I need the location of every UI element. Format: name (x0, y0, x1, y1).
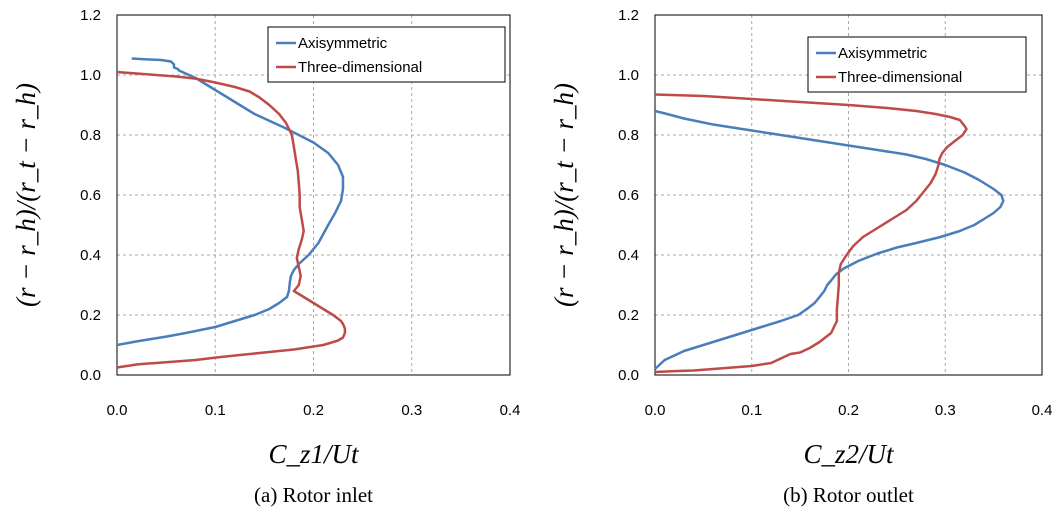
plot-frame (654, 14, 1043, 376)
y-tick-labels: 0.0 0.2 0.4 0.6 0.8 1.0 1.2 (80, 7, 101, 384)
legend: Axisymmetric Three-dimensional (807, 36, 1027, 93)
y-tick-label: 1.2 (80, 7, 101, 24)
chart-rotor-outlet: 0.0 0.2 0.4 0.6 0.8 1.0 1.2 0.0 0.1 0.2 0.3 0.4 Ax… (549, 7, 1052, 507)
legend-label-axisymmetric: Axisymmetric (838, 45, 928, 62)
series-line-axisymmetric (116, 57, 345, 347)
y-tick-label: 0.4 (618, 247, 639, 264)
y-tick-label: 1.2 (618, 7, 639, 24)
chart-rotor-inlet: 0.0 0.2 0.4 0.6 0.8 1.0 1.2 0.0 0.1 0.2 0.3 0.4 Ax… (11, 7, 520, 507)
legend-label-three-dimensional: Three-dimensional (838, 69, 962, 86)
series-line-three-dimensional (116, 70, 347, 369)
x-tick-label: 0.2 (838, 402, 859, 419)
x-tick-labels: 0.0 0.1 0.2 0.3 0.4 (107, 402, 521, 419)
y-tick-label: 0.2 (80, 307, 101, 324)
x-tick-label: 0.3 (401, 402, 422, 419)
series-lines (116, 57, 347, 369)
y-tick-label: 0.8 (618, 127, 639, 144)
legend: Axisymmetric Three-dimensional (267, 26, 506, 83)
x-tick-label: 0.1 (741, 402, 762, 419)
x-tick-label: 0.0 (107, 402, 128, 419)
x-tick-label: 0.0 (645, 402, 666, 419)
caption: (a) Rotor inlet (254, 483, 373, 507)
y-tick-label: 0.4 (80, 247, 101, 264)
x-tick-label: 0.1 (205, 402, 226, 419)
y-tick-label: 0.0 (618, 367, 639, 384)
series-line-axisymmetric (654, 109, 1005, 370)
x-tick-labels: 0.0 0.1 0.2 0.3 0.4 (645, 402, 1053, 419)
y-tick-label: 0.8 (80, 127, 101, 144)
y-tick-label: 1.0 (618, 67, 639, 84)
y-tick-label: 0.6 (618, 187, 639, 204)
x-tick-label: 0.3 (935, 402, 956, 419)
legend-box (267, 26, 506, 83)
plot-frame (116, 14, 511, 376)
y-tick-labels: 0.0 0.2 0.4 0.6 0.8 1.0 1.2 (618, 7, 639, 384)
x-tick-label: 0.4 (500, 402, 521, 419)
legend-box (807, 36, 1027, 93)
y-tick-label: 1.0 (80, 67, 101, 84)
x-tick-label: 0.4 (1032, 402, 1053, 419)
series-line-three-dimensional (654, 93, 968, 374)
x-axis-label: C_z1/Ut (268, 439, 360, 469)
y-axis-label: (r − r_h)/(r_t − r_h) (11, 83, 41, 307)
legend-label-three-dimensional: Three-dimensional (298, 59, 422, 76)
y-axis-label: (r − r_h)/(r_t − r_h) (549, 83, 579, 307)
y-tick-label: 0.6 (80, 187, 101, 204)
x-axis-label: C_z2/Ut (803, 439, 895, 469)
legend-label-axisymmetric: Axisymmetric (298, 35, 388, 52)
y-tick-label: 0.0 (80, 367, 101, 384)
caption: (b) Rotor outlet (783, 483, 914, 507)
y-tick-label: 0.2 (618, 307, 639, 324)
x-tick-label: 0.2 (303, 402, 324, 419)
series-lines (654, 93, 1005, 374)
